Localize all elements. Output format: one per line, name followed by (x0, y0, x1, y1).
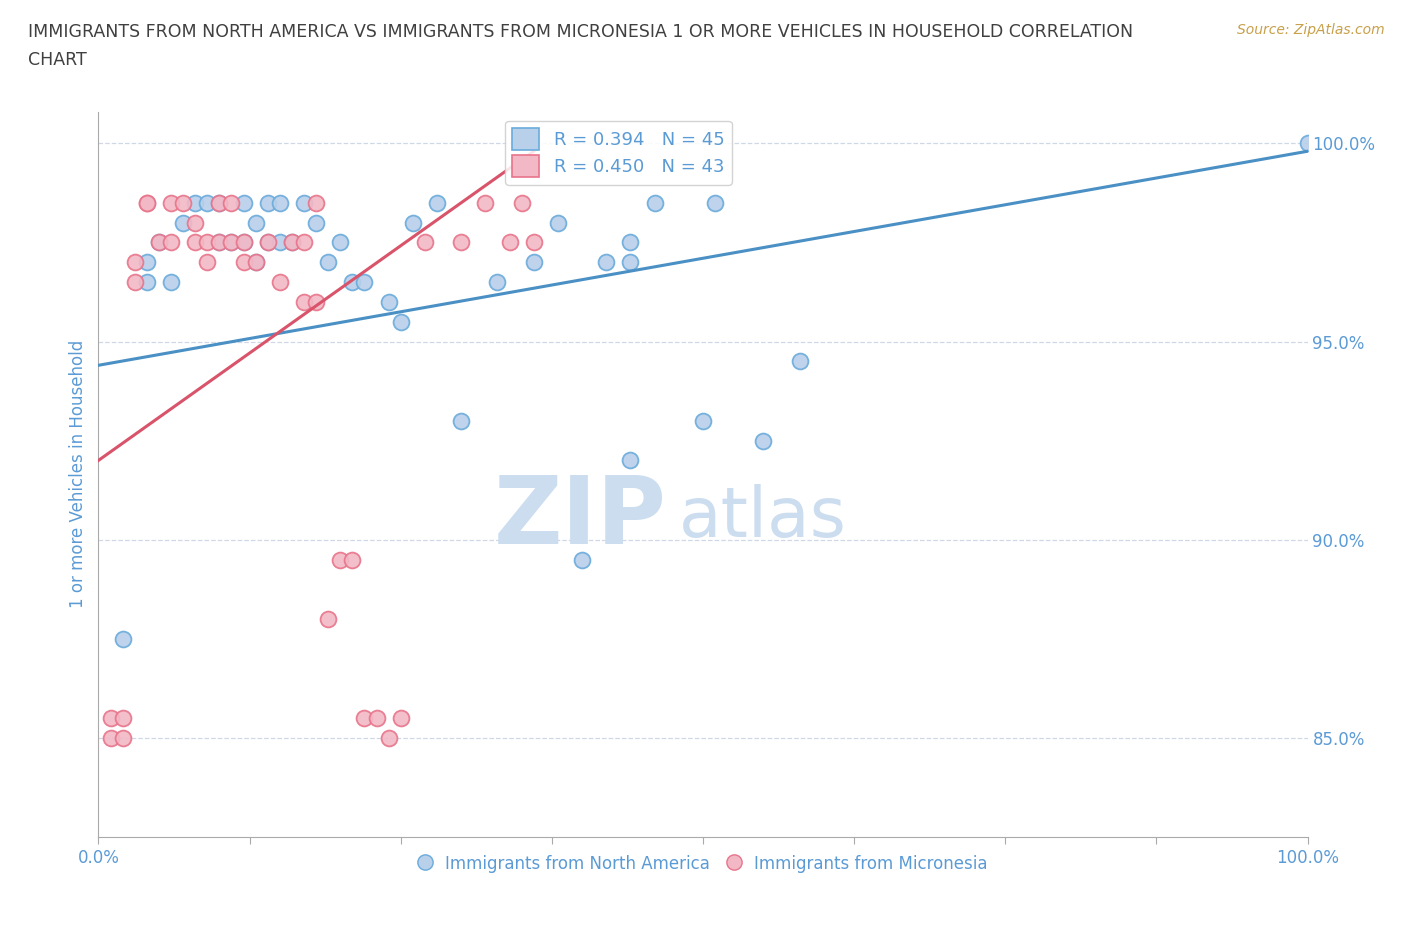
Point (245, 255, 267, 270)
Point (135, 195, 157, 210)
Point (172, 215, 194, 230)
Point (692, 413, 714, 428)
Point (413, 235, 436, 250)
Point (135, 274, 157, 289)
Point (100, 730, 122, 745)
Point (269, 235, 291, 250)
Text: atlas: atlas (679, 485, 846, 551)
Point (402, 215, 425, 230)
Point (619, 255, 641, 270)
Point (111, 730, 134, 745)
Text: IMMIGRANTS FROM NORTH AMERICA VS IMMIGRANTS FROM MICRONESIA 1 OR MORE VEHICLES I: IMMIGRANTS FROM NORTH AMERICA VS IMMIGRA… (28, 23, 1133, 41)
Point (245, 215, 267, 230)
Point (160, 235, 183, 250)
Point (547, 215, 569, 230)
Point (305, 295, 328, 310)
Point (1296, 136, 1319, 151)
Point (269, 274, 291, 289)
Point (292, 235, 315, 250)
Y-axis label: 1 or more Vehicles in Household: 1 or more Vehicles in Household (69, 340, 87, 608)
Point (195, 195, 218, 210)
Point (256, 195, 278, 210)
Point (523, 235, 546, 250)
Point (221, 235, 243, 250)
Point (232, 255, 254, 270)
Point (172, 195, 194, 210)
Point (160, 195, 183, 210)
Point (305, 215, 328, 230)
Text: ZIP: ZIP (494, 472, 666, 564)
Point (245, 255, 267, 270)
Point (342, 274, 364, 289)
Point (389, 314, 412, 329)
Point (426, 195, 449, 210)
Point (450, 235, 472, 250)
Point (498, 235, 520, 250)
Point (195, 235, 218, 250)
Point (135, 195, 157, 210)
Point (292, 195, 315, 210)
Point (353, 711, 375, 725)
Point (124, 255, 146, 270)
Point (184, 235, 207, 250)
Point (208, 195, 231, 210)
Point (292, 295, 315, 310)
Point (281, 235, 304, 250)
Point (377, 730, 399, 745)
Point (353, 274, 375, 289)
Point (752, 433, 775, 448)
Point (450, 413, 472, 428)
Point (208, 195, 231, 210)
Point (704, 195, 727, 210)
Point (208, 235, 231, 250)
Point (619, 235, 641, 250)
Point (342, 552, 364, 567)
Text: Source: ZipAtlas.com: Source: ZipAtlas.com (1237, 23, 1385, 37)
Point (184, 195, 207, 210)
Point (232, 235, 254, 250)
Point (366, 711, 388, 725)
Point (135, 255, 157, 270)
Point (377, 295, 399, 310)
Point (595, 255, 617, 270)
Point (208, 235, 231, 250)
Point (256, 235, 278, 250)
Point (316, 255, 339, 270)
Point (221, 235, 243, 250)
Point (124, 274, 146, 289)
Point (111, 631, 134, 646)
Point (184, 215, 207, 230)
Point (148, 235, 170, 250)
Point (232, 235, 254, 250)
Point (256, 235, 278, 250)
Point (100, 711, 122, 725)
Point (644, 195, 666, 210)
Point (510, 195, 533, 210)
Point (474, 195, 496, 210)
Point (160, 274, 183, 289)
Point (148, 235, 170, 250)
Point (305, 195, 328, 210)
Point (389, 711, 412, 725)
Point (789, 354, 811, 369)
Point (269, 195, 291, 210)
Point (571, 552, 593, 567)
Point (195, 255, 218, 270)
Text: CHART: CHART (28, 51, 87, 69)
Point (316, 612, 339, 627)
Point (486, 274, 509, 289)
Point (329, 235, 352, 250)
Point (329, 552, 352, 567)
Point (221, 195, 243, 210)
Point (523, 255, 546, 270)
Point (232, 195, 254, 210)
Point (619, 453, 641, 468)
Point (111, 711, 134, 725)
Legend: Immigrants from North America, Immigrants from Micronesia: Immigrants from North America, Immigrant… (412, 848, 994, 880)
Point (281, 235, 304, 250)
